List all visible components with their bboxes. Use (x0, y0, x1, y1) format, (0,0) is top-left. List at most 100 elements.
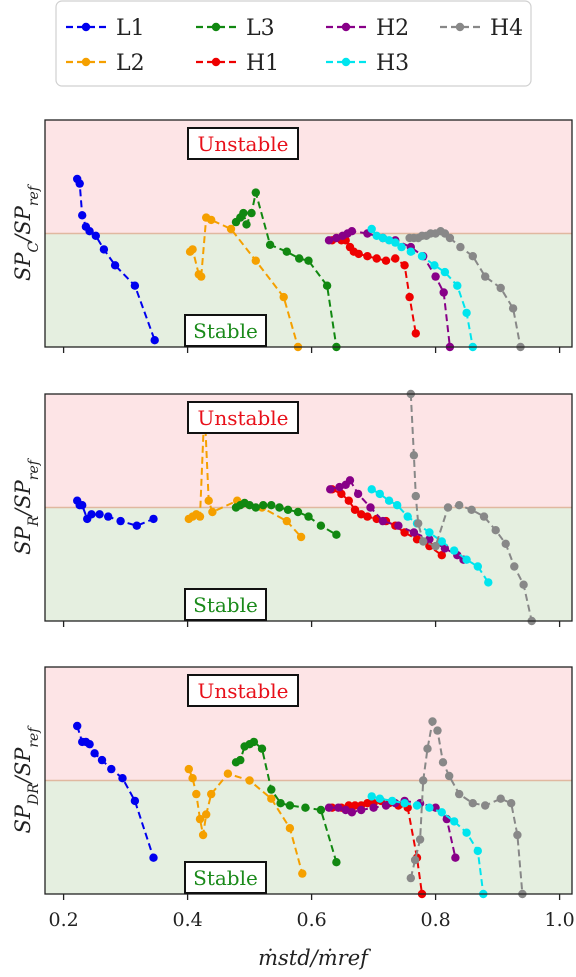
data-point-h2 (324, 236, 334, 245)
y-label-main: SP (11, 252, 35, 281)
data-point-h3 (473, 562, 482, 571)
series-l2 (185, 213, 303, 352)
data-point-h4 (507, 799, 516, 808)
data-point-h3 (453, 281, 462, 290)
unstable-zone (45, 667, 572, 781)
y-label-sub: R (26, 515, 42, 527)
data-point-h4 (491, 526, 500, 535)
data-point-h4 (406, 873, 415, 883)
data-point-h3 (462, 308, 471, 318)
x-tick-label: 0.6 (296, 909, 326, 931)
legend-marker-l1 (81, 22, 91, 32)
legend-label-h3: H3 (376, 51, 409, 76)
data-point-h3 (403, 512, 412, 521)
data-point-l2 (204, 496, 213, 505)
data-point-h3 (400, 799, 409, 808)
data-point-h4 (481, 272, 490, 281)
data-point-l1 (149, 514, 158, 524)
stable-zone (45, 780, 572, 894)
data-point-h2 (357, 805, 366, 815)
stable-label-box (184, 861, 267, 894)
data-point-l3 (249, 737, 259, 747)
data-point-l2 (251, 256, 260, 265)
series-l3 (231, 498, 341, 539)
data-point-l3 (332, 530, 341, 539)
x-axis-label: ṁstd/ṁref (258, 946, 371, 970)
stable-label: Stable (193, 866, 258, 890)
data-point-l3 (322, 281, 332, 290)
data-point-l2 (207, 789, 216, 799)
data-point-l2 (192, 789, 201, 799)
data-point-l1 (118, 774, 127, 783)
data-point-l3 (304, 256, 313, 265)
data-point-l2 (188, 245, 197, 254)
data-point-h1 (363, 252, 372, 261)
data-point-h2 (369, 803, 378, 812)
legend-item-h3: H3 (326, 51, 409, 76)
data-point-h3 (430, 261, 439, 270)
data-point-h3 (440, 267, 450, 277)
data-point-l1 (90, 749, 99, 758)
data-point-h3 (437, 808, 446, 817)
data-point-h1 (381, 256, 391, 265)
data-point-h4 (455, 789, 464, 799)
data-point-l2 (202, 810, 211, 819)
data-point-l1 (150, 336, 159, 345)
legend-item-h1: H1 (196, 51, 279, 76)
panel-frame (44, 393, 573, 622)
data-point-h4 (501, 539, 510, 548)
data-point-l1 (116, 516, 125, 526)
data-point-l1 (91, 231, 101, 240)
data-point-l1 (149, 853, 158, 862)
y-label-ref-sub: ref (26, 183, 42, 206)
legend-marker-l3 (211, 22, 221, 32)
data-point-l3 (285, 801, 295, 810)
data-point-l1 (107, 764, 116, 774)
data-point-l3 (301, 803, 310, 812)
data-point-h3 (406, 247, 415, 256)
data-point-h3 (412, 801, 422, 810)
legend-label-l1: L1 (116, 16, 145, 41)
data-point-l2 (298, 869, 307, 878)
data-point-h4 (419, 537, 428, 546)
unstable-label-box (187, 127, 299, 160)
data-point-h4 (455, 501, 464, 510)
data-point-h3 (375, 489, 384, 499)
data-point-l2 (282, 516, 291, 526)
series-h3 (367, 224, 477, 352)
data-point-l1 (78, 501, 87, 510)
x-tick-labels: 0.2 0.4 0.6 0.8 1.0 (48, 909, 574, 931)
y-label-slash: / (11, 774, 35, 785)
data-point-h3 (367, 224, 376, 234)
data-point-h4 (445, 771, 454, 781)
y-label-ref-sub: ref (26, 725, 42, 748)
unstable-label-box (187, 674, 299, 707)
data-point-h1 (363, 799, 372, 808)
data-point-h2 (409, 528, 419, 537)
data-point-l3 (304, 512, 313, 521)
series-l3 (231, 188, 341, 352)
data-point-h2 (353, 489, 363, 499)
data-point-l1 (132, 521, 141, 530)
data-point-h1 (437, 551, 446, 560)
data-point-h4 (508, 304, 518, 313)
data-point-h2 (366, 503, 375, 512)
data-point-h1 (337, 489, 346, 499)
data-point-h4 (445, 233, 455, 243)
series-line-h4 (409, 718, 524, 895)
data-point-h3 (450, 817, 459, 826)
legend-marker-h1 (211, 57, 221, 67)
data-point-l2 (285, 824, 295, 833)
data-point-l3 (282, 247, 291, 256)
data-point-l2 (188, 774, 197, 783)
x-tick-label: 1.0 (544, 909, 574, 931)
data-point-l2 (195, 512, 205, 521)
data-point-l1 (78, 211, 87, 220)
unstable-label: Unstable (198, 132, 289, 156)
data-point-l3 (316, 521, 326, 530)
panel-frame (44, 119, 573, 348)
